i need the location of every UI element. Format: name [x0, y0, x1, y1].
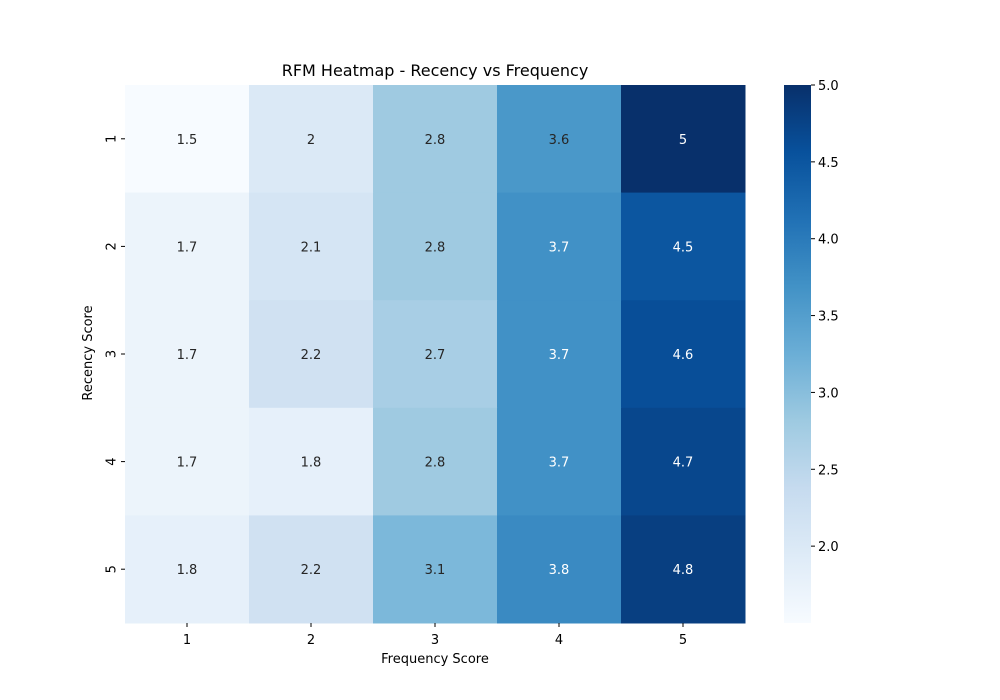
colorbar-tick-label: 2.0	[818, 540, 839, 555]
heatmap-cell	[497, 300, 622, 409]
cell-value-label: 2	[307, 133, 315, 148]
cell-value-label: 3.7	[549, 456, 570, 471]
cell-value-label: 4.6	[673, 348, 694, 363]
cell-value-label: 3.6	[549, 133, 570, 148]
cell-value-label: 5	[679, 133, 687, 148]
cell-value-label: 2.2	[301, 348, 322, 363]
heatmap-cell	[373, 407, 498, 516]
heatmap-cell	[125, 85, 250, 194]
heatmap-cell	[497, 192, 622, 301]
heatmap-cell	[373, 85, 498, 194]
y-tick-label: 5	[105, 565, 120, 573]
cell-value-label: 2.1	[301, 240, 322, 255]
heatmap-cell	[497, 85, 622, 194]
heatmap-cell	[621, 515, 746, 624]
heatmap-cell	[373, 515, 498, 624]
y-axis-label: Recency Score	[81, 305, 96, 400]
cell-value-label: 1.8	[177, 563, 198, 578]
heatmap-cell	[249, 192, 374, 301]
colorbar-tick-label: 3.0	[818, 386, 839, 401]
cell-value-label: 4.5	[673, 240, 694, 255]
heatmap-cell	[125, 300, 250, 409]
heatmap-cell	[621, 407, 746, 516]
cell-value-label: 2.8	[425, 456, 446, 471]
cell-value-label: 4.8	[673, 563, 694, 578]
heatmap-cell	[249, 85, 374, 194]
heatmap-cell	[249, 300, 374, 409]
heatmap-cell	[125, 515, 250, 624]
cell-value-label: 2.2	[301, 563, 322, 578]
heatmap-cell	[621, 300, 746, 409]
cell-value-label: 3.1	[425, 563, 446, 578]
x-axis: 1 2 3 4 5	[183, 623, 687, 648]
heatmap-cell	[621, 85, 746, 194]
heatmap-cell	[125, 192, 250, 301]
cell-value-label: 1.7	[177, 456, 198, 471]
heatmap-cell	[373, 192, 498, 301]
heatmap-cell	[125, 407, 250, 516]
cell-value-label: 3.8	[549, 563, 570, 578]
cell-value-label: 2.8	[425, 240, 446, 255]
colorbar-tick-label: 4.5	[818, 156, 839, 171]
cell-value-label: 1.7	[177, 240, 198, 255]
x-tick-label: 3	[431, 633, 439, 648]
colorbar-tick-label: 3.5	[818, 310, 839, 325]
chart-title: RFM Heatmap - Recency vs Frequency	[282, 61, 589, 80]
x-axis-label: Frequency Score	[381, 652, 489, 667]
heatmap-cell	[621, 192, 746, 301]
cell-value-label: 1.7	[177, 348, 198, 363]
cell-value-label: 1.5	[177, 133, 198, 148]
colorbar	[784, 85, 811, 623]
heatmap-cell	[249, 515, 374, 624]
y-tick-label: 4	[105, 457, 120, 465]
cell-value-label: 4.7	[673, 456, 694, 471]
x-tick-label: 2	[307, 633, 315, 648]
x-tick-label: 4	[555, 633, 563, 648]
colorbar-tick-label: 4.0	[818, 233, 839, 248]
colorbar-tick-label: 5.0	[818, 79, 839, 94]
cell-value-label: 3.7	[549, 348, 570, 363]
x-tick-label: 1	[183, 633, 191, 648]
cell-value-label: 1.8	[301, 456, 322, 471]
cell-value-label: 2.8	[425, 133, 446, 148]
x-tick-label: 5	[679, 633, 687, 648]
heatmap-cell	[249, 407, 374, 516]
y-tick-label: 2	[105, 242, 120, 250]
y-axis: 1 2 3 4 5	[105, 135, 125, 573]
heatmap-cell-labels: 1.5 2 2.8 3.6 5 1.7 2.1 2.8 3.7 4.5 1.7 2.2 2.7 3.7 4.…	[177, 133, 694, 578]
colorbar-ticks: 2.0 2.5 3.0 3.5 4.0 4.5 5.0	[811, 79, 839, 555]
heatmap-cells	[125, 85, 746, 624]
cell-value-label: 2.7	[425, 348, 446, 363]
heatmap-cell	[497, 407, 622, 516]
heatmap-cell	[373, 300, 498, 409]
y-tick-label: 1	[105, 135, 120, 143]
y-tick-label: 3	[105, 350, 120, 358]
colorbar-tick-label: 2.5	[818, 463, 839, 478]
cell-value-label: 3.7	[549, 240, 570, 255]
heatmap-cell	[497, 515, 622, 624]
